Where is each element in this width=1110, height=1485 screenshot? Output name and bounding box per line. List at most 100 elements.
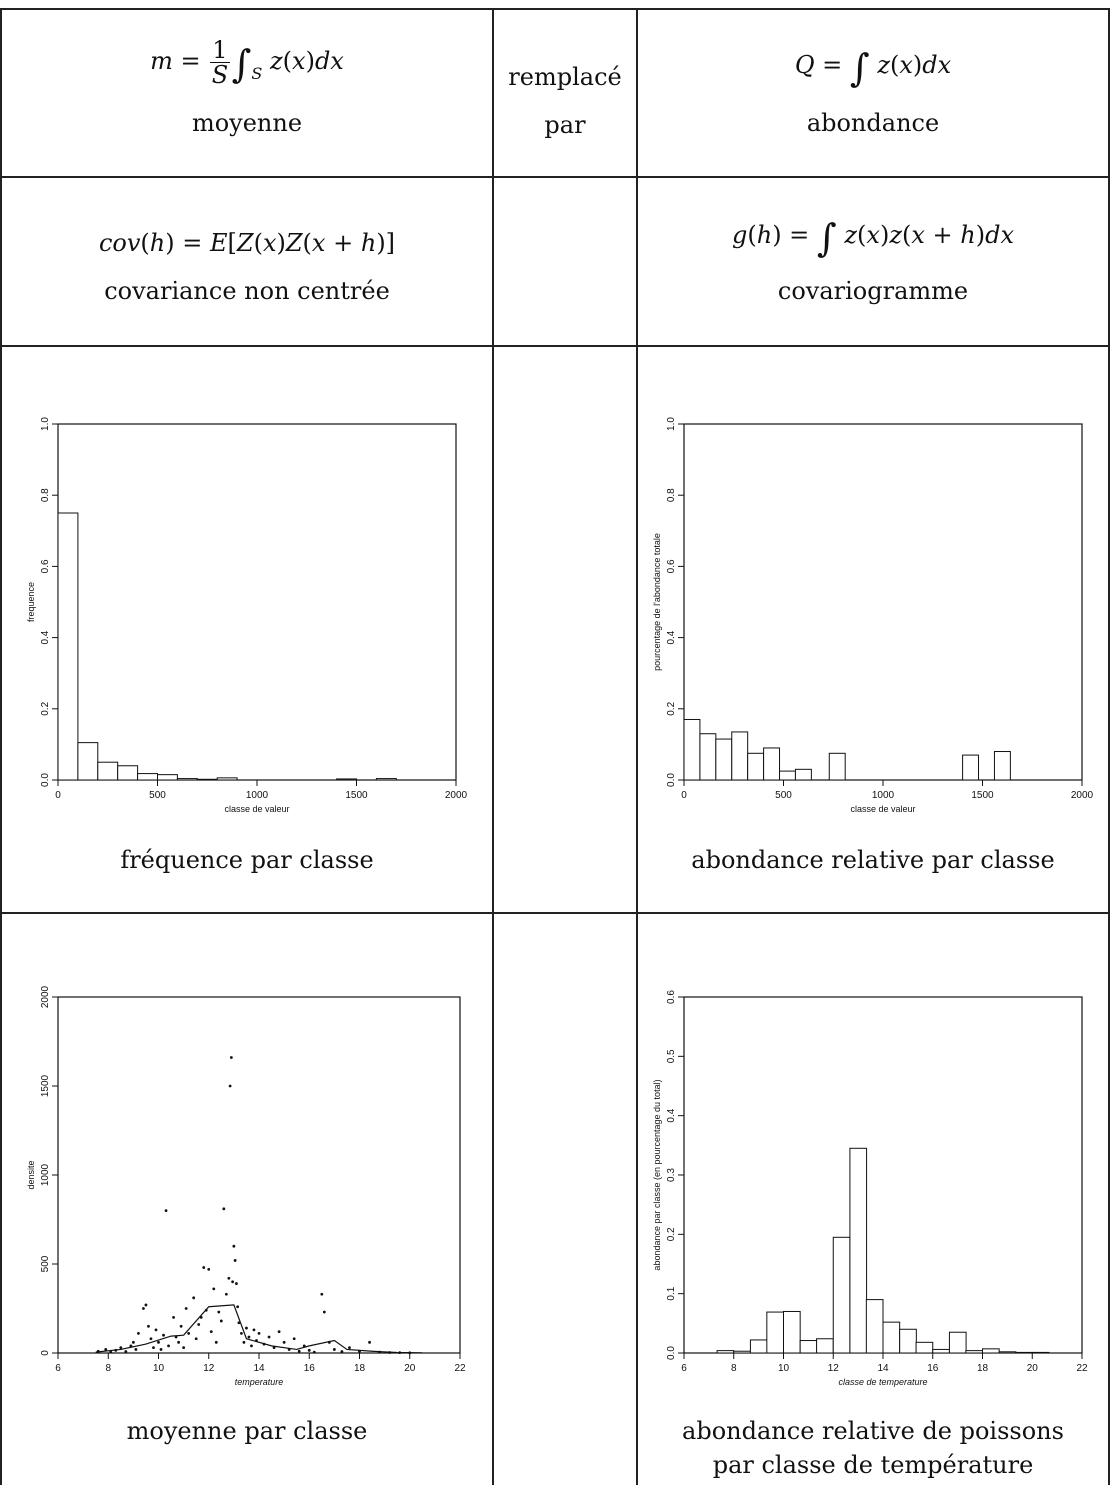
scatter-point <box>217 1310 221 1314</box>
histogram-bar <box>57 512 79 781</box>
histogram-bar <box>849 1147 868 1354</box>
scatter-point <box>252 1328 256 1332</box>
scatter-point <box>297 1349 301 1353</box>
y-tick-label: 0.4 <box>40 630 51 644</box>
y-tick-label: 0.3 <box>666 1168 677 1182</box>
plot-frame <box>683 423 1083 781</box>
x-tick-label: 14 <box>253 1363 265 1374</box>
scatter-point <box>232 1244 236 1248</box>
histogram-bar <box>336 778 358 781</box>
y-tick-label: 0.0 <box>666 1346 677 1360</box>
scatter-point <box>242 1340 246 1344</box>
x-tick-label: 0 <box>681 790 687 801</box>
histogram-bar <box>715 738 733 781</box>
histogram-bar <box>915 1341 934 1354</box>
scatter-point <box>149 1337 153 1341</box>
scatter-point <box>159 1348 163 1351</box>
x-tick-label: 1500 <box>971 790 994 801</box>
y-tick-label: 0.6 <box>666 990 677 1004</box>
x-tick-label: 16 <box>927 1363 939 1374</box>
x-tick-label: 500 <box>149 790 166 801</box>
grid-col1 <box>492 8 494 1485</box>
y-tick-label: 0.0 <box>40 773 51 787</box>
y-axis-label: densite <box>26 1160 36 1189</box>
x-axis-label: temperature <box>235 1377 284 1387</box>
histogram-bar <box>998 1351 1017 1354</box>
scatter-point <box>144 1303 148 1307</box>
y-tick-label: 0.2 <box>40 701 51 715</box>
y-tick-label: 0.2 <box>666 1227 677 1241</box>
histogram-bar <box>117 765 139 781</box>
x-tick-label: 20 <box>1027 1363 1039 1374</box>
scatter-point <box>212 1287 216 1291</box>
x-tick-label: 8 <box>731 1363 737 1374</box>
caption-covariance: covariance non centrée <box>104 277 390 305</box>
scatter-point <box>229 1056 233 1059</box>
grid-top <box>0 8 1110 10</box>
y-tick-label: 0.6 <box>40 559 51 573</box>
label-par: par <box>544 111 586 139</box>
y-tick-label: 2000 <box>40 985 51 1008</box>
scatter-point <box>267 1335 271 1339</box>
caption-abondance-relative-par-classe: abondance relative par classe <box>691 846 1055 874</box>
histogram-bar <box>962 754 980 781</box>
x-tick-label: 2000 <box>445 790 468 801</box>
scatter-point <box>119 1346 123 1350</box>
histogram-bar <box>783 1310 801 1354</box>
scatter-point <box>209 1330 213 1334</box>
histogram-bar <box>982 1348 1000 1354</box>
caption-abondance-poissons-line2: par classe de température <box>712 1451 1034 1479</box>
y-axis-label: abondance par classe (en pourcentage du … <box>652 1079 662 1270</box>
scatter-point <box>147 1324 150 1328</box>
histogram-abundance-chart: 0 500 1000 1500 2000 0.0 0.2 0.4 0.6 0.8 1.0 classe… <box>652 417 1094 814</box>
histogram-bar <box>716 1350 735 1354</box>
scatter-point <box>228 1084 232 1088</box>
formula-covariance: cov(h) = E[Z(x)Z(x + h)] <box>98 229 396 257</box>
histogram-bar <box>97 761 119 781</box>
caption-abondance: abondance <box>806 109 940 137</box>
histogram-frequency-chart: 0 500 1000 1500 2000 0.0 0.2 0.4 0.6 0.8 1.0 classe… <box>26 417 468 814</box>
scatter-point <box>224 1292 228 1296</box>
histogram-bar <box>749 1339 768 1354</box>
y-axis-label: pourcentage de l'abondance totale <box>652 533 662 671</box>
x-tick-label: 6 <box>55 1363 61 1374</box>
scatter-point <box>187 1332 191 1335</box>
scatter-point <box>184 1307 188 1310</box>
scatter-point <box>182 1346 186 1350</box>
scatter-point <box>172 1316 175 1319</box>
scatter-point <box>219 1319 223 1323</box>
scatter-point <box>231 1280 235 1284</box>
x-axis-label: classe de valeur <box>224 804 289 814</box>
caption-abondance-poissons-line1: abondance relative de poissons <box>682 1417 1064 1445</box>
scatter-point <box>131 1340 135 1344</box>
plot-frame <box>57 423 457 781</box>
histogram-bar <box>375 778 397 781</box>
histogram-bar <box>731 731 749 781</box>
scatter-point <box>154 1328 158 1332</box>
scatter-point <box>194 1337 198 1341</box>
scatter-point <box>332 1348 336 1351</box>
y-tick-label: 1500 <box>40 1074 51 1097</box>
scatter-point <box>277 1330 281 1334</box>
y-tick-label: 0.8 <box>666 488 677 502</box>
histogram-bar <box>683 718 701 781</box>
x-tick-label: 1500 <box>345 790 368 801</box>
scatter-point <box>222 1207 226 1211</box>
scatter-point <box>202 1266 206 1269</box>
scatter-point <box>227 1276 231 1280</box>
scatter-point <box>272 1346 276 1350</box>
histogram-bar <box>196 778 218 781</box>
scatter-point <box>292 1337 296 1341</box>
histogram-bar <box>794 768 812 781</box>
histogram-bar <box>176 778 198 781</box>
histogram-bar <box>882 1321 901 1354</box>
mean-line <box>95 1304 423 1354</box>
histogram-bar <box>216 777 238 781</box>
x-tick-label: 10 <box>153 1363 165 1374</box>
x-tick-label: 1000 <box>872 790 895 801</box>
x-tick-label: 12 <box>203 1363 215 1374</box>
x-tick-label: 12 <box>828 1363 840 1374</box>
histogram-bar <box>899 1328 917 1354</box>
label-remplace: remplacé <box>508 63 622 91</box>
x-tick-label: 20 <box>404 1363 416 1374</box>
